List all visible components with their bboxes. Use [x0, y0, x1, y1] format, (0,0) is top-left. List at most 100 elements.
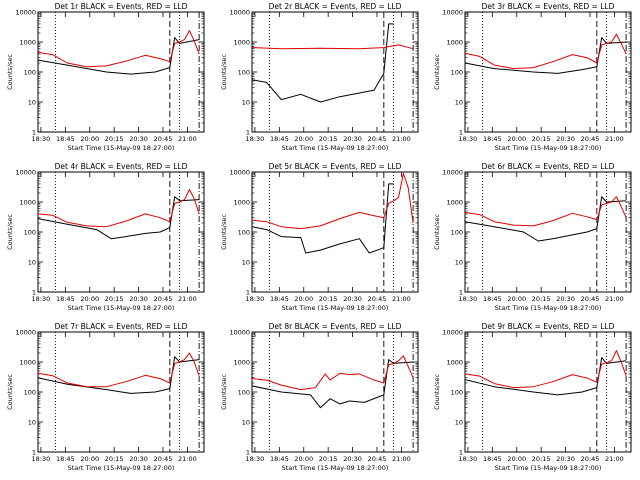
y-tick-label: 1 — [32, 289, 36, 297]
y-axis-label: Counts/sec — [220, 214, 228, 250]
y-tick-label: 10 — [455, 419, 463, 427]
y-tick-label: 10 — [455, 259, 463, 267]
chart-title: Det 7r BLACK = Events, RED = LLD — [55, 322, 188, 331]
chart-title: Det 4r BLACK = Events, RED = LLD — [55, 162, 188, 171]
x-axis-label: Start Time (15-May-09 18:27:00) — [282, 304, 389, 312]
chart-panel: Det 6r BLACK = Events, RED = LLD 1 10 100 10… — [433, 162, 632, 312]
chart-panel: Det 5r BLACK = Events, RED = LLD 1 10 100 10… — [220, 162, 419, 312]
y-axis-label: Counts/sec — [220, 374, 228, 410]
y-tick-label: 10000 — [442, 9, 463, 17]
y-tick-label: 1000 — [446, 359, 463, 367]
y-tick-label: 1 — [246, 289, 250, 297]
y-tick-label: 10000 — [15, 169, 36, 177]
x-tick-label: 20:30 — [556, 455, 575, 463]
x-tick-label: 21:00 — [605, 455, 624, 463]
y-tick-label: 10 — [242, 419, 250, 427]
y-tick-label: 100 — [24, 389, 36, 397]
y-axis-label: Counts/sec — [6, 54, 14, 90]
x-tick-label: 20:45 — [368, 455, 387, 463]
y-axis-label: Counts/sec — [433, 54, 441, 90]
x-tick-label: 20:30 — [556, 135, 575, 143]
x-tick-label: 21:00 — [392, 295, 411, 303]
events-series-line — [251, 23, 394, 103]
x-axis-label: Start Time (15-May-09 18:27:00) — [68, 304, 175, 312]
events-series-line — [251, 359, 414, 409]
x-tick-label: 20:15 — [319, 295, 338, 303]
lld-series-line — [37, 30, 200, 68]
chart-title: Det 9r BLACK = Events, RED = LLD — [482, 322, 615, 331]
x-tick-label: 18:45 — [270, 135, 289, 143]
x-tick-label: 18:45 — [56, 135, 75, 143]
x-tick-label: 18:30 — [246, 135, 265, 143]
x-tick-label: 20:45 — [368, 295, 387, 303]
events-series-line — [464, 357, 627, 396]
lld-series-line — [251, 44, 414, 50]
x-tick-label: 20:45 — [154, 135, 173, 143]
y-tick-label: 10000 — [229, 9, 250, 17]
x-axis-label: Start Time (15-May-09 18:27:00) — [68, 144, 175, 152]
chart-panel: Det 4r BLACK = Events, RED = LLD 1 10 100 10… — [6, 162, 205, 312]
x-tick-label: 21:00 — [178, 135, 197, 143]
chart-title: Det 5r BLACK = Events, RED = LLD — [269, 162, 402, 171]
y-tick-label: 1000 — [446, 39, 463, 47]
chart-panel: Det 2r BLACK = Events, RED = LLD 1 10 100 10… — [220, 2, 419, 152]
y-tick-label: 10 — [28, 419, 36, 427]
x-tick-label: 18:30 — [246, 295, 265, 303]
x-tick-label: 18:45 — [483, 135, 502, 143]
x-tick-label: 20:30 — [343, 135, 362, 143]
chart-panel: Det 9r BLACK = Events, RED = LLD 1 10 100 10… — [433, 322, 632, 472]
x-tick-label: 18:30 — [459, 455, 478, 463]
y-tick-label: 100 — [451, 69, 463, 77]
y-axis-label: Counts/sec — [220, 54, 228, 90]
x-tick-label: 18:30 — [32, 295, 51, 303]
x-tick-label: 20:00 — [294, 295, 313, 303]
x-tick-label: 20:30 — [556, 295, 575, 303]
plot-frame — [251, 171, 419, 293]
chart-panel: Det 3r BLACK = Events, RED = LLD 1 10 100 10… — [433, 2, 632, 152]
y-tick-label: 1 — [32, 129, 36, 137]
x-tick-label: 21:00 — [392, 455, 411, 463]
events-series-line — [37, 37, 200, 75]
x-tick-label: 18:45 — [483, 455, 502, 463]
plot-frame — [464, 171, 632, 293]
x-tick-label: 18:30 — [246, 455, 265, 463]
y-tick-label: 10 — [242, 259, 250, 267]
chart-title: Det 2r BLACK = Events, RED = LLD — [269, 2, 402, 11]
x-axis-label: Start Time (15-May-09 18:27:00) — [495, 304, 602, 312]
lld-series-line — [251, 355, 414, 391]
y-tick-label: 10000 — [15, 9, 36, 17]
x-axis-label: Start Time (15-May-09 18:27:00) — [495, 464, 602, 472]
x-axis-label: Start Time (15-May-09 18:27:00) — [68, 464, 175, 472]
y-tick-label: 10000 — [442, 329, 463, 337]
x-tick-label: 20:15 — [532, 295, 551, 303]
x-tick-label: 20:15 — [105, 295, 124, 303]
lld-series-line — [464, 196, 627, 227]
x-tick-label: 18:45 — [270, 295, 289, 303]
chart-title: Det 1r BLACK = Events, RED = LLD — [55, 2, 188, 11]
y-tick-label: 1000 — [446, 199, 463, 207]
chart-panel: Det 1r BLACK = Events, RED = LLD 1 10 100 10… — [6, 2, 205, 152]
x-tick-label: 18:30 — [32, 455, 51, 463]
y-tick-label: 10 — [242, 99, 250, 107]
y-tick-label: 10000 — [229, 329, 250, 337]
x-axis-label: Start Time (15-May-09 18:27:00) — [495, 144, 602, 152]
lld-series-line — [464, 350, 627, 389]
plot-frame — [37, 11, 205, 133]
x-tick-label: 20:15 — [532, 455, 551, 463]
x-axis-label: Start Time (15-May-09 18:27:00) — [282, 464, 389, 472]
x-tick-label: 18:30 — [459, 135, 478, 143]
y-tick-label: 1 — [459, 289, 463, 297]
x-tick-label: 20:00 — [507, 455, 526, 463]
y-tick-label: 1000 — [19, 359, 36, 367]
y-tick-label: 1 — [32, 449, 36, 457]
x-tick-label: 20:00 — [80, 455, 99, 463]
y-tick-label: 1000 — [233, 39, 250, 47]
x-tick-label: 20:15 — [319, 135, 338, 143]
x-tick-label: 20:00 — [294, 455, 313, 463]
y-tick-label: 10000 — [229, 169, 250, 177]
x-tick-label: 20:30 — [129, 455, 148, 463]
x-tick-label: 18:30 — [32, 135, 51, 143]
x-tick-label: 20:45 — [154, 455, 173, 463]
y-tick-label: 10000 — [442, 169, 463, 177]
